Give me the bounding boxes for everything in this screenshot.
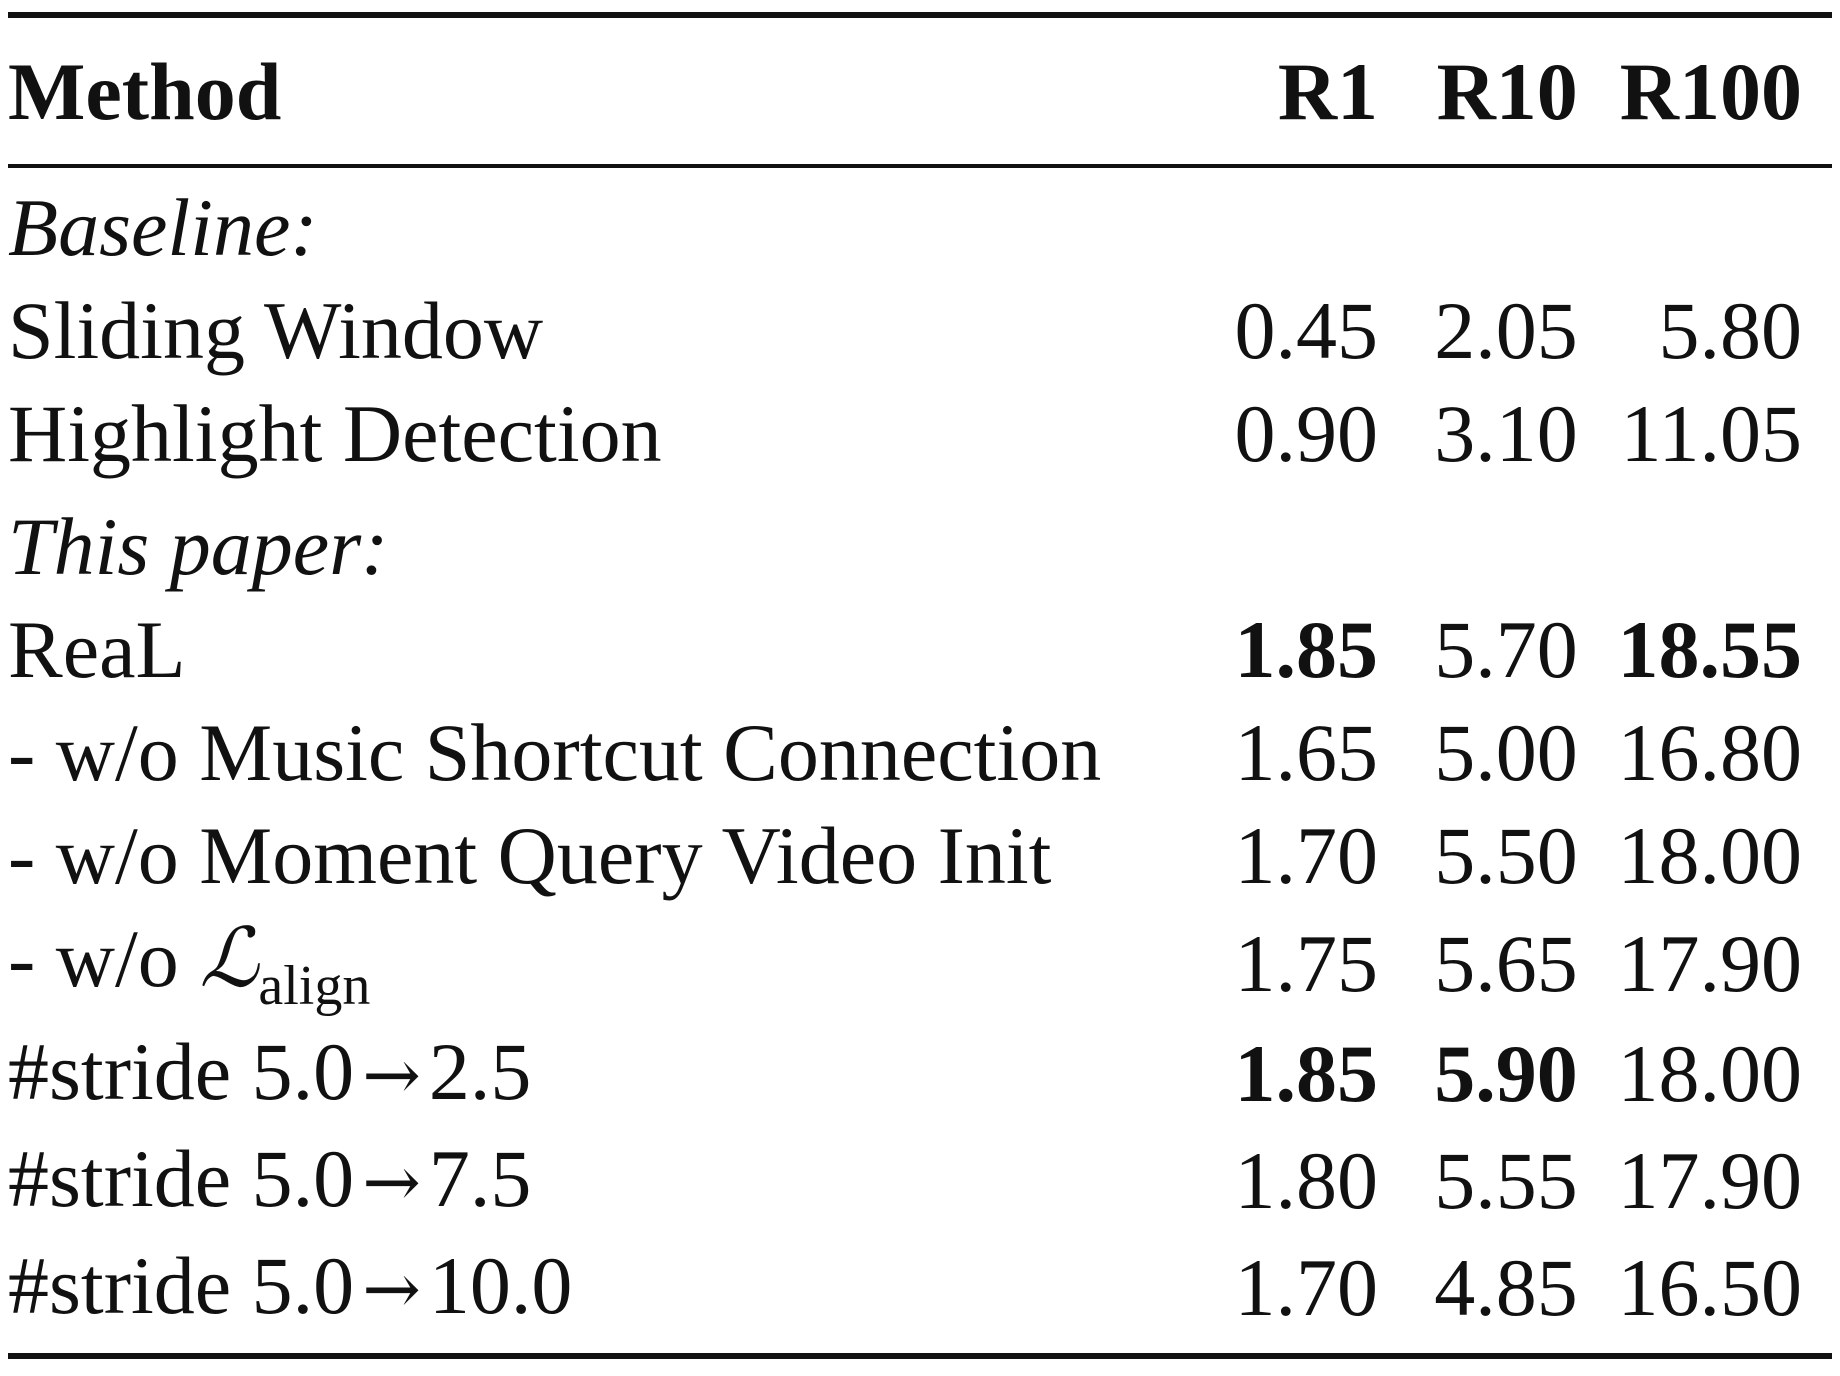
method-prefix: #stride 5.0 xyxy=(8,1026,355,1117)
r10-cell: 2.05 xyxy=(1434,285,1578,376)
r1-cell: 1.70 xyxy=(1234,810,1379,901)
section-title: This paper: xyxy=(8,501,389,592)
header-row: Method R1 R10 R100 xyxy=(8,18,1824,164)
arrow-icon: → xyxy=(362,1034,421,1116)
table-row: - w/o Moment Query Video Init 1.70 5.50 … xyxy=(8,804,1824,907)
table-row: Sliding Window 0.45 2.05 5.80 xyxy=(8,279,1824,382)
r100-cell: 18.00 xyxy=(1617,1028,1803,1119)
method-cell: - w/o ℒalign xyxy=(8,907,1209,1020)
top-rule xyxy=(8,12,1832,18)
header-r100: R100 xyxy=(1619,45,1802,137)
r1-cell: 0.90 xyxy=(1234,388,1379,479)
method-cell: - w/o Music Shortcut Connection xyxy=(8,707,1102,798)
arrow-icon: → xyxy=(362,1141,421,1223)
results-table: Method R1 R10 R100 Baseline: Sliding Win… xyxy=(8,12,1832,1359)
table-row: - w/o ℒalign 1.75 5.65 17.90 xyxy=(8,907,1824,1020)
table-row: - w/o Music Shortcut Connection 1.65 5.0… xyxy=(8,701,1824,804)
r100-cell: 17.90 xyxy=(1617,1135,1803,1226)
r10-cell: 5.65 xyxy=(1434,918,1578,1009)
r10-cell: 5.50 xyxy=(1434,810,1578,901)
r10-cell: 3.10 xyxy=(1434,388,1578,479)
method-prefix: #stride 5.0 xyxy=(8,1133,355,1224)
section-this-paper: This paper: xyxy=(8,495,1824,598)
header-r10: R10 xyxy=(1436,45,1578,137)
bottom-rule xyxy=(8,1353,1832,1359)
r1-cell: 1.65 xyxy=(1234,707,1379,798)
section-baseline: Baseline: xyxy=(8,168,1824,279)
r10-cell: 5.70 xyxy=(1434,604,1578,695)
r100-cell: 18.55 xyxy=(1617,604,1803,695)
table-body: Method R1 R10 R100 xyxy=(8,18,1824,164)
header-rule xyxy=(8,164,1832,168)
method-suffix: 7.5 xyxy=(428,1133,532,1224)
bottom-gap xyxy=(8,1341,1824,1353)
r10-cell: 5.90 xyxy=(1434,1028,1578,1119)
r100-cell: 11.05 xyxy=(1620,388,1802,479)
section-gap xyxy=(8,485,1824,495)
table-row: ReaL 1.85 5.70 18.55 xyxy=(8,598,1824,701)
r100-cell: 16.80 xyxy=(1617,707,1803,798)
table-rows: Baseline: Sliding Window 0.45 2.05 5.80 … xyxy=(8,168,1824,1353)
loss-subscript: align xyxy=(258,955,371,1017)
method-cell: #stride 5.0 →2.5 xyxy=(8,1020,1209,1127)
table-row: Highlight Detection 0.90 3.10 11.05 xyxy=(8,382,1824,485)
method-suffix: 2.5 xyxy=(428,1026,532,1117)
r100-cell: 18.00 xyxy=(1617,810,1803,901)
method-cell: - w/o Moment Query Video Init xyxy=(8,810,1052,901)
header-method: Method xyxy=(8,45,282,137)
method-cell: ReaL xyxy=(8,604,186,695)
r1-cell: 1.75 xyxy=(1234,918,1379,1009)
method-cell: #stride 5.0 →7.5 xyxy=(8,1127,1209,1234)
r100-cell: 5.80 xyxy=(1658,285,1803,376)
method-cell: #stride 5.0 →10.0 xyxy=(8,1234,1209,1341)
method-cell: Highlight Detection xyxy=(8,388,662,479)
r1-cell: 1.80 xyxy=(1234,1135,1379,1226)
table-row: #stride 5.0 →7.5 1.80 5.55 17.90 xyxy=(8,1127,1824,1234)
r1-cell: 1.85 xyxy=(1234,604,1379,695)
arrow-icon: → xyxy=(362,1248,421,1330)
table-row: #stride 5.0 →2.5 1.85 5.90 18.00 xyxy=(8,1020,1824,1127)
table-row: #stride 5.0 →10.0 1.70 4.85 16.50 xyxy=(8,1234,1824,1341)
r1-cell: 1.85 xyxy=(1234,1028,1379,1119)
header-r1: R1 xyxy=(1277,45,1379,137)
r10-cell: 5.55 xyxy=(1434,1135,1578,1226)
r100-cell: 17.90 xyxy=(1617,918,1803,1009)
method-prefix: #stride 5.0 xyxy=(8,1240,355,1331)
r100-cell: 16.50 xyxy=(1617,1242,1803,1333)
r10-cell: 4.85 xyxy=(1434,1242,1578,1333)
method-prefix: - w/o xyxy=(8,913,200,1004)
loss-symbol: ℒ xyxy=(199,911,259,1006)
r10-cell: 5.00 xyxy=(1434,707,1578,798)
method-suffix: 10.0 xyxy=(428,1240,573,1331)
section-title: Baseline: xyxy=(8,182,318,273)
method-cell: Sliding Window xyxy=(8,285,544,376)
r1-cell: 1.70 xyxy=(1234,1242,1379,1333)
r1-cell: 0.45 xyxy=(1234,285,1379,376)
